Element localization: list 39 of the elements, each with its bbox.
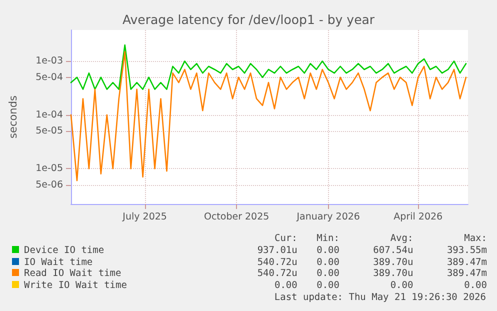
text: 389.70u: [372, 256, 414, 268]
y-tick-label: 1e-05: [36, 163, 63, 174]
text: 0.00: [316, 256, 340, 268]
x-tick-label: April 2026: [394, 212, 443, 222]
legend-label: IO Wait time: [24, 256, 93, 268]
y-tick-label: 1e-03: [36, 56, 63, 67]
legend-label: Write IO Wait time: [24, 280, 127, 292]
text: 540.72u: [256, 256, 298, 268]
text: 937.01u: [256, 244, 298, 257]
text: 389.47m: [446, 256, 487, 268]
legend-label: Device IO time: [24, 244, 104, 256]
text: 389.70u: [372, 268, 414, 280]
text: Cur:: [273, 233, 298, 245]
text: Max:: [463, 233, 487, 245]
text: 389.47m: [446, 268, 487, 280]
text: 0.00: [273, 280, 298, 292]
text: 0.00: [463, 280, 487, 292]
chart-title: Average latency for /dev/loop1 - by year: [122, 12, 376, 27]
y-tick-label: 5e-04: [36, 72, 63, 83]
y-tick-label: 1e-04: [36, 109, 63, 120]
y-tick-label: 5e-05: [36, 126, 63, 137]
text: 0.00: [316, 244, 340, 257]
x-tick-label: January 2026: [296, 212, 360, 222]
text: Min:: [316, 233, 340, 245]
text: Last update: Thu May 21 19:26:30 2026: [273, 292, 487, 304]
x-tick-label: October 2025: [204, 212, 270, 222]
x-tick-label: July 2025: [122, 212, 167, 222]
text: Avg:: [389, 233, 414, 245]
legend-label: Read IO Wait time: [24, 268, 122, 280]
text: 393.55m: [446, 244, 487, 257]
text: 607.54u: [372, 244, 414, 257]
text: 0.00: [316, 280, 340, 292]
line-series: [70, 51, 467, 182]
text: 540.72u: [256, 268, 298, 280]
line-series: [70, 44, 467, 90]
y-tick-label: 5e-06: [36, 179, 63, 190]
text: 0.00: [316, 268, 340, 280]
y-axis-title: seconds: [8, 96, 20, 138]
text: 0.00: [389, 280, 414, 292]
